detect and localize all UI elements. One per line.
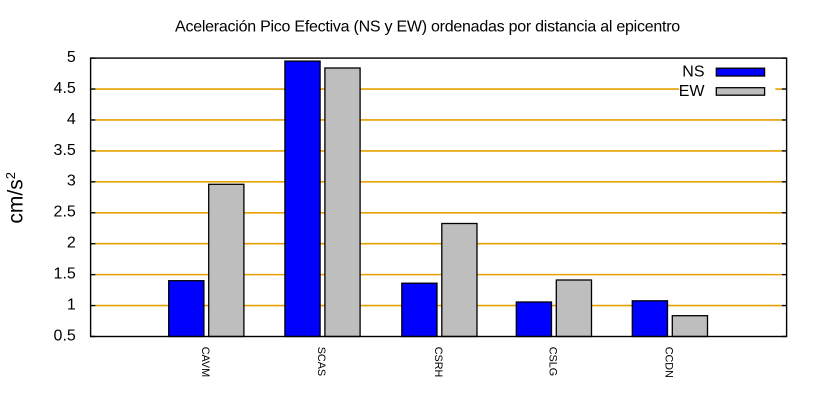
svg-text:CSRH: CSRH [432, 347, 444, 378]
svg-text:1.5: 1.5 [54, 266, 76, 283]
svg-text:2.5: 2.5 [54, 204, 76, 221]
svg-text:Aceleración Pico Efectiva (NS: Aceleración Pico Efectiva (NS y EW) orde… [175, 19, 680, 36]
svg-text:cm/s2: cm/s2 [3, 172, 28, 224]
svg-text:1: 1 [67, 297, 76, 314]
svg-text:CCDN: CCDN [663, 347, 675, 378]
svg-text:2: 2 [67, 235, 76, 252]
svg-text:3.5: 3.5 [54, 142, 76, 159]
svg-text:4: 4 [67, 111, 76, 128]
svg-text:CSLG: CSLG [547, 347, 559, 376]
svg-text:3: 3 [67, 173, 76, 190]
svg-text:4.5: 4.5 [54, 80, 76, 97]
svg-text:5: 5 [67, 49, 76, 66]
svg-text:EW: EW [679, 83, 706, 100]
svg-text:CAVM: CAVM [199, 347, 211, 377]
svg-text:0.5: 0.5 [54, 327, 76, 344]
svg-text:SCAS: SCAS [315, 347, 327, 376]
svg-text:NS: NS [682, 64, 704, 81]
